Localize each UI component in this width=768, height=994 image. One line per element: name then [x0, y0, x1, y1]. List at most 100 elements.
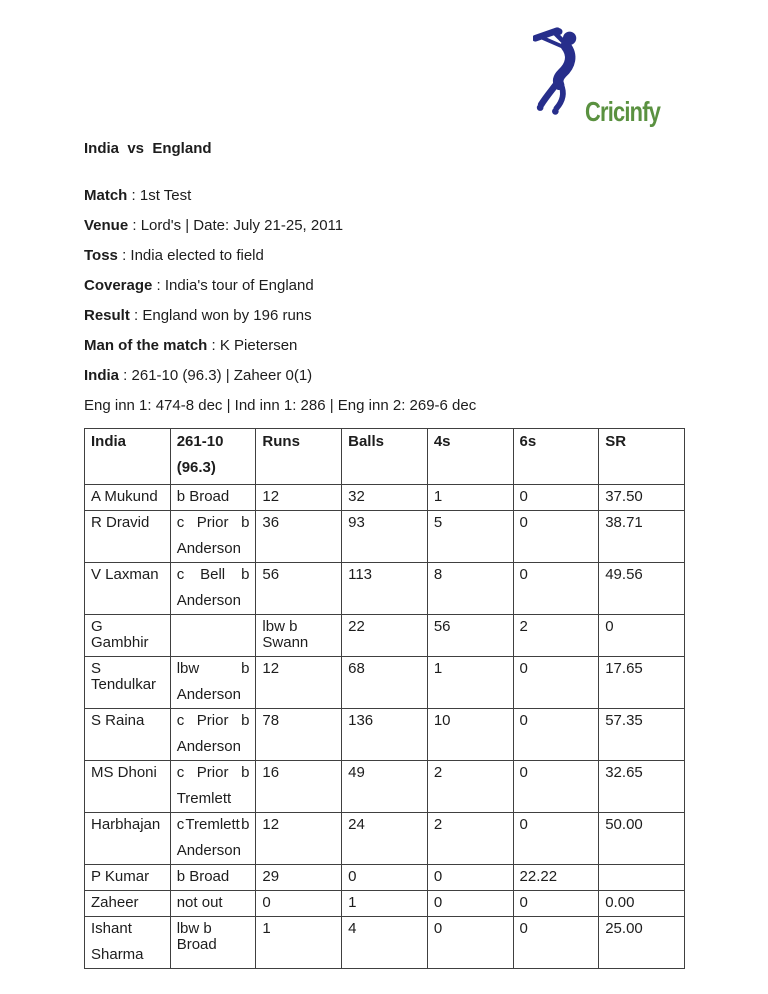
- cell-text: Anderson: [176, 592, 241, 609]
- scorecard-cell: not out: [169, 890, 257, 917]
- scorecard-cell: 0.00: [598, 890, 685, 917]
- cell-text: 0.00: [605, 894, 635, 911]
- table-row: G Gambhir lbw b Swann 22 56 2 0: [84, 614, 685, 657]
- scorecard-cell: P Kumar: [84, 864, 171, 891]
- cell-text: 0: [519, 920, 528, 937]
- scorecard-body: A Mukund b Broad 12 32 1 0 37.50 R Dravid c Prior…: [84, 484, 685, 969]
- cell-text: 0: [519, 660, 528, 677]
- scorecard-cell: c Bell b Anderson: [169, 562, 257, 615]
- scorecard-cell: 0: [512, 562, 600, 615]
- scorecard-cell: 68: [341, 656, 428, 709]
- cell-text: 17.65: [605, 660, 643, 677]
- cell-text: 12: [262, 660, 280, 677]
- scorecard-cell: 12: [255, 812, 343, 865]
- cell-text: V Laxman: [91, 566, 159, 583]
- table-row: Zaheer not out 0 1 0 0 0.00: [84, 890, 685, 917]
- cell-text: 0: [519, 894, 528, 911]
- scorecard-cell: 37.50: [598, 484, 685, 511]
- cell-text: 5: [433, 514, 443, 531]
- cell-text: 1: [262, 920, 271, 937]
- match-info-line: Result : England won by 196 runs: [84, 308, 685, 323]
- cell-text: 57.35: [605, 712, 643, 729]
- cell-text: 0: [262, 894, 271, 911]
- scorecard-cell: 50.00: [598, 812, 685, 865]
- scorecard-cell: c Tremlett b Anderson: [169, 812, 257, 865]
- cell-text: S Raina: [91, 712, 145, 729]
- match-info-line: Eng inn 1: 474-8 dec | Ind inn 1: 286 | …: [84, 398, 685, 413]
- match-info-line: Match : 1st Test: [84, 188, 685, 203]
- scorecard-cell: 12: [255, 484, 343, 511]
- info-label: India: [84, 367, 120, 384]
- scorecard-cell: 49: [341, 760, 428, 813]
- scorecard-cell: 56: [426, 614, 514, 657]
- logo-text: Cricinfy: [585, 96, 661, 127]
- cell-text: 10: [433, 712, 451, 729]
- info-value: Eng inn 1: 474-8 dec | Ind inn 1: 286 | …: [84, 397, 477, 414]
- cell-text: c Prior b: [176, 514, 250, 531]
- cell-text: c Tremlett b: [176, 816, 250, 833]
- info-value: : India elected to field: [117, 247, 264, 264]
- info-label: Toss: [84, 247, 118, 264]
- scorecard-cell: 24: [341, 812, 428, 865]
- cell-text: 22: [348, 618, 365, 635]
- scorecard-cell: Harbhajan: [84, 812, 171, 865]
- scorecard-cell: c Prior b Anderson: [169, 708, 257, 761]
- cell-text: 49: [348, 764, 365, 781]
- cell-text: S Tendulkar: [91, 660, 157, 693]
- table-row: S Raina c Prior b Anderson 78 136 10 0 57.35: [84, 708, 685, 761]
- cell-text: not out: [176, 894, 223, 911]
- cell-text: 93: [348, 514, 365, 531]
- table-row: V Laxman c Bell b Anderson 56 113 8 0 49.56: [84, 562, 685, 615]
- scorecard-header-row: India 261-10 (96.3) Runs Balls 4s 6s SR: [84, 428, 685, 485]
- scorecard-cell: A Mukund: [84, 484, 171, 511]
- scorecard-cell: Ishant Sharma: [84, 916, 171, 969]
- scorecard-header-cell: Balls: [341, 428, 428, 485]
- info-label: Man of the match: [84, 337, 208, 354]
- cell-text: G Gambhir: [91, 618, 149, 651]
- cell-text: 1: [433, 488, 443, 505]
- scorecard-cell: 78: [255, 708, 343, 761]
- scorecard-cell: 113: [341, 562, 428, 615]
- cell-text: 8: [433, 566, 443, 583]
- cell-text: Sharma: [91, 946, 144, 963]
- cell-text: 0: [348, 868, 357, 885]
- scorecard-cell: 32.65: [598, 760, 685, 813]
- scorecard-header-cell: 4s: [426, 428, 514, 485]
- scorecard-cell: G Gambhir: [84, 614, 171, 657]
- cell-text: 0: [519, 816, 528, 833]
- table-row: Harbhajan c Tremlett b Anderson 12 24 2 0 50.00: [84, 812, 685, 865]
- cell-text: b Broad: [176, 488, 230, 505]
- cell-text: 1: [348, 894, 357, 911]
- scorecard-cell: 0: [512, 760, 600, 813]
- cell-text: [605, 869, 678, 885]
- scorecard-cell: 0: [512, 890, 600, 917]
- cell-text: 2: [433, 764, 443, 781]
- cell-text: 6s: [519, 433, 537, 450]
- match-info-line: Venue : Lord's | Date: July 21-25, 2011: [84, 218, 685, 233]
- content-column: India vs England Match : 1st Test Venue :…: [84, 141, 685, 969]
- cell-text: 78: [262, 712, 280, 729]
- cell-text: 12: [262, 816, 280, 833]
- scorecard-cell: lbw b Swann: [255, 614, 343, 657]
- cell-text: 1: [433, 660, 443, 677]
- cell-text: 37.50: [605, 488, 643, 505]
- scorecard-cell: c Prior b Anderson: [169, 510, 257, 563]
- info-label: Coverage: [84, 277, 153, 294]
- scorecard-cell: 12: [255, 656, 343, 709]
- table-row: MS Dhoni c Prior b Tremlett 16 49 2 0 32.65: [84, 760, 685, 813]
- cell-text: Anderson: [176, 686, 241, 703]
- cell-text: 29: [262, 868, 280, 885]
- match-info: Match : 1st Test Venue : Lord's | Date: J…: [84, 188, 685, 413]
- scorecard-cell: 0: [512, 656, 600, 709]
- cell-text: Zaheer: [91, 894, 139, 911]
- cell-text: 0: [519, 764, 528, 781]
- match-info-line: Man of the match : K Pietersen: [84, 338, 685, 353]
- page-title: India vs England: [84, 140, 212, 157]
- cell-text: c Bell b: [176, 566, 250, 583]
- cell-text: 16: [262, 764, 280, 781]
- cell-text: c Prior b: [176, 764, 250, 781]
- scorecard-header-cell: 261-10 (96.3): [169, 428, 257, 485]
- table-row: R Dravid c Prior b Anderson 36 93 5 0 38.71: [84, 510, 685, 563]
- cell-text: Anderson: [176, 540, 241, 557]
